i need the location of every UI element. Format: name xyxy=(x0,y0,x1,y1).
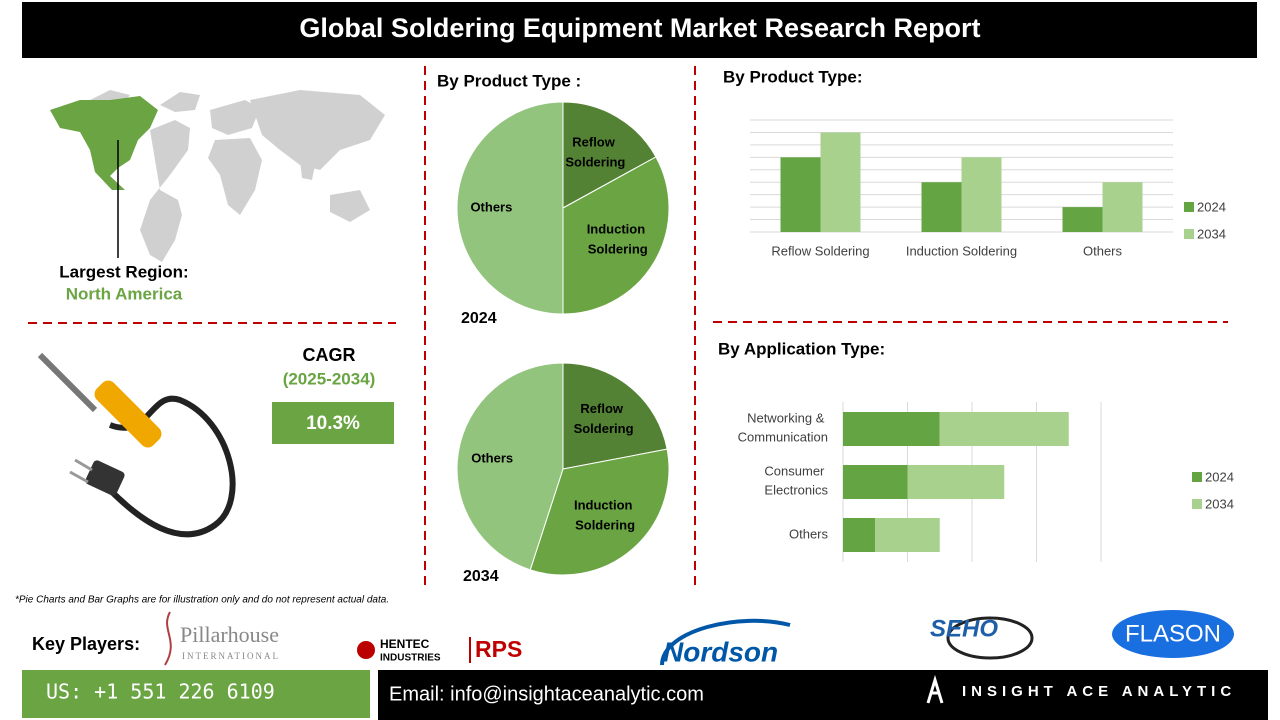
legend-swatch xyxy=(1184,229,1194,239)
bar-segment xyxy=(843,518,876,552)
pie-slice xyxy=(562,101,657,209)
bar-segment xyxy=(843,412,940,446)
pie-slice xyxy=(456,362,564,571)
bar-segment xyxy=(875,518,940,552)
slice-label: Induction Soldering xyxy=(574,498,636,533)
disclaimer: *Pie Charts and Bar Graphs are for illus… xyxy=(15,595,389,606)
legend-label: 2034 xyxy=(1205,496,1234,511)
logo: Pillarhouse xyxy=(180,622,279,647)
header-bar xyxy=(22,2,1257,58)
phone: US: +1 551 226 6109 xyxy=(46,680,275,704)
chart-title: By Application Type: xyxy=(718,339,885,358)
region-value: North America xyxy=(66,284,183,303)
slice-label: Induction Soldering xyxy=(587,222,649,257)
brand-icon xyxy=(926,674,944,704)
contact-bar xyxy=(378,670,1268,720)
pie-slice xyxy=(562,156,670,315)
pie-year: 2024 xyxy=(461,310,497,327)
logo: INDUSTRIES xyxy=(380,653,441,664)
bar-segment xyxy=(843,465,908,499)
pie-slice xyxy=(529,448,670,576)
world-map xyxy=(50,90,385,262)
slice-label: Reflow Soldering xyxy=(565,135,625,170)
cagr-period: (2025-2034) xyxy=(283,369,376,388)
logo: SEHO xyxy=(930,615,998,642)
header-title: Global Soldering Equipment Market Resear… xyxy=(299,13,980,43)
slice-label: Others xyxy=(471,450,513,465)
logo: FLASON xyxy=(1125,620,1221,647)
chart-title: By Product Type : xyxy=(437,71,581,90)
slice-label: Others xyxy=(470,199,512,214)
pie-slice xyxy=(456,101,564,315)
cagr-label: CAGR xyxy=(303,345,356,365)
logo: RPS xyxy=(475,636,522,662)
region-label: Largest Region: xyxy=(59,262,188,281)
brand: INSIGHT ACE ANALYTIC xyxy=(962,683,1236,700)
bar-segment xyxy=(939,412,1069,446)
y-tick-label: Networking & Communication xyxy=(738,411,828,445)
slice-label: Reflow Soldering xyxy=(574,401,634,436)
chart-title: By Product Type: xyxy=(723,67,862,86)
legend-swatch xyxy=(1192,472,1202,482)
logo: INTERNATIONAL xyxy=(182,651,280,661)
x-tick-label: Reflow Soldering xyxy=(771,243,869,258)
legend-label: 2034 xyxy=(1197,226,1226,241)
bar xyxy=(780,157,821,232)
logos: Pillarhouse INTERNATIONAL HENTEC INDUSTR… xyxy=(164,610,1234,667)
cagr-box xyxy=(272,402,394,444)
logo: Nordson xyxy=(663,636,778,667)
bar xyxy=(961,157,1002,232)
logo: HENTEC xyxy=(380,637,430,651)
cagr-value: 10.3% xyxy=(306,413,360,434)
bar xyxy=(820,132,861,232)
phone-box xyxy=(22,670,370,718)
bar xyxy=(921,182,962,232)
y-tick-label: Consumer Electronics xyxy=(764,464,828,498)
key-players-label: Key Players: xyxy=(32,634,140,654)
soldering-iron-icon xyxy=(37,352,236,538)
y-tick-label: Others xyxy=(789,526,829,541)
email: Email: info@insightaceanalytic.com xyxy=(389,683,704,705)
x-tick-label: Induction Soldering xyxy=(906,243,1017,258)
bar-segment xyxy=(907,465,1005,499)
bar xyxy=(1062,207,1103,232)
legend-label: 2024 xyxy=(1205,469,1234,484)
legend-label: 2024 xyxy=(1197,199,1226,214)
legend-swatch xyxy=(1192,499,1202,509)
pie-slice xyxy=(562,362,668,470)
pie-year: 2034 xyxy=(463,568,499,585)
legend-swatch xyxy=(1184,202,1194,212)
bar xyxy=(1102,182,1143,232)
x-tick-label: Others xyxy=(1083,243,1123,258)
